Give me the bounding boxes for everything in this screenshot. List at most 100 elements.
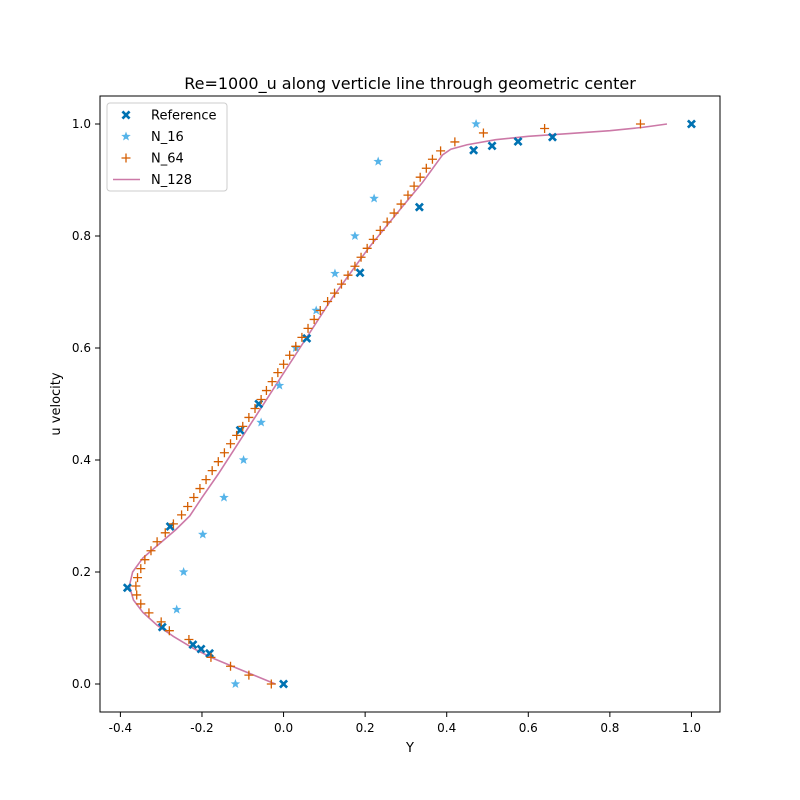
point-N_64-12 [136, 564, 146, 574]
series-N_64 [131, 119, 645, 689]
point-Reference-15 [547, 132, 557, 142]
point-N_16-1 [171, 604, 182, 614]
point-N_64-58 [427, 154, 437, 164]
point-N_64-52 [389, 208, 399, 218]
point-N_64-25 [219, 448, 229, 458]
y-tick-label-3: 0.6 [72, 341, 91, 355]
point-N_64-22 [201, 475, 211, 485]
series-N_128 [128, 123, 668, 685]
point-N_64-61 [478, 128, 488, 138]
point-N_64-3 [206, 652, 216, 662]
point-N_64-21 [195, 484, 205, 494]
point-N_64-11 [133, 573, 143, 583]
point-N_64-31 [256, 395, 266, 405]
legend: Reference N_16 N_64 N_128 [106, 102, 228, 192]
x-tick-label-2: 0.0 [274, 721, 293, 735]
point-Reference-3 [188, 640, 198, 650]
x-tick-label-3: 0.2 [356, 721, 375, 735]
point-N_64-19 [183, 501, 193, 511]
point-N_64-30 [250, 403, 260, 413]
point-N_64-53 [396, 199, 406, 209]
y-tick-label-0: 0.0 [72, 677, 91, 691]
y-tick-label-4: 0.8 [72, 229, 91, 243]
point-N_64-46 [350, 261, 360, 271]
point-Reference-5 [122, 583, 132, 593]
point-Reference-1 [205, 648, 215, 658]
point-N_16-11 [350, 231, 360, 241]
legend-swatch-N_64 [121, 153, 131, 163]
point-N_64-5 [164, 626, 174, 636]
legend-label-Reference: Reference [151, 109, 216, 124]
point-N_64-49 [368, 234, 378, 244]
point-N_64-56 [415, 172, 425, 182]
legend-label-N_16: N_16 [151, 130, 184, 145]
point-N_64-20 [189, 493, 199, 503]
point-N_16-4 [219, 492, 229, 502]
point-N_64-51 [382, 217, 392, 227]
x-tick-label-6: 0.8 [600, 721, 619, 735]
point-N_64-41 [315, 305, 325, 315]
point-N_64-36 [285, 350, 295, 360]
point-N_64-38 [297, 332, 307, 342]
point-Reference-4 [157, 622, 167, 632]
point-N_64-37 [291, 341, 301, 351]
point-N_64-40 [309, 314, 319, 324]
x-axis-ticks: -0.4 -0.2 0.0 0.2 0.4 0.6 0.8 1.0 [109, 712, 701, 735]
point-N_64-16 [160, 528, 170, 538]
point-N_64-44 [336, 279, 346, 289]
point-N_64-4 [184, 635, 194, 645]
point-N_64-1 [244, 670, 254, 680]
y-axis-label: u velocity [49, 372, 64, 435]
plot-frame [99, 95, 721, 713]
point-N_16-6 [256, 417, 266, 427]
legend-swatch-Reference [121, 110, 131, 120]
point-Reference-11 [414, 202, 424, 212]
x-tick-label-7: 1.0 [682, 721, 701, 735]
point-N_64-26 [226, 439, 236, 449]
point-N_64-43 [330, 288, 340, 298]
legend-swatch-N_16 [121, 131, 131, 141]
point-Reference-2 [196, 644, 206, 654]
y-tick-label-2: 0.4 [72, 453, 91, 467]
point-N_16-5 [238, 455, 249, 465]
point-N_16-13 [373, 156, 383, 166]
point-N_16-14 [471, 119, 481, 129]
legend-box [106, 102, 228, 192]
point-N_64-63 [635, 119, 645, 129]
point-N_64-13 [140, 555, 150, 565]
point-N_64-28 [238, 421, 248, 431]
point-N_64-10 [131, 581, 141, 591]
point-N_64-2 [226, 661, 236, 671]
point-N_64-59 [436, 146, 446, 156]
point-N_64-47 [356, 252, 366, 262]
point-N_16-7 [274, 380, 285, 390]
y-tick-label-5: 1.0 [72, 117, 91, 131]
point-Reference-10 [355, 268, 365, 278]
series-layer [122, 119, 696, 689]
chart-title: Re=1000_u along verticle line through ge… [184, 74, 636, 94]
point-N_64-39 [303, 323, 313, 333]
point-Reference-12 [469, 145, 479, 155]
point-Reference-14 [513, 136, 523, 146]
point-N_16-12 [369, 193, 379, 203]
point-N_64-9 [132, 590, 142, 600]
point-N_64-50 [375, 225, 385, 235]
y-axis-ticks: 0.0 0.2 0.4 0.6 0.8 1.0 [72, 117, 100, 691]
series-line-N_128 [128, 123, 668, 685]
point-N_64-57 [421, 163, 431, 173]
point-N_64-24 [213, 457, 223, 467]
x-tick-label-5: 0.6 [519, 721, 538, 735]
point-N_16-3 [198, 529, 208, 539]
point-N_64-45 [343, 270, 353, 280]
point-N_64-27 [232, 430, 242, 440]
point-N_16-0 [230, 679, 241, 689]
point-N_64-8 [136, 599, 146, 609]
point-N_64-32 [261, 386, 271, 396]
point-N_64-48 [362, 243, 372, 253]
point-N_64-23 [207, 466, 217, 476]
point-N_64-29 [244, 412, 254, 422]
point-N_64-62 [540, 123, 550, 133]
point-Reference-9 [302, 333, 312, 343]
x-tick-label-0: -0.4 [109, 721, 132, 735]
point-N_64-15 [152, 537, 162, 547]
